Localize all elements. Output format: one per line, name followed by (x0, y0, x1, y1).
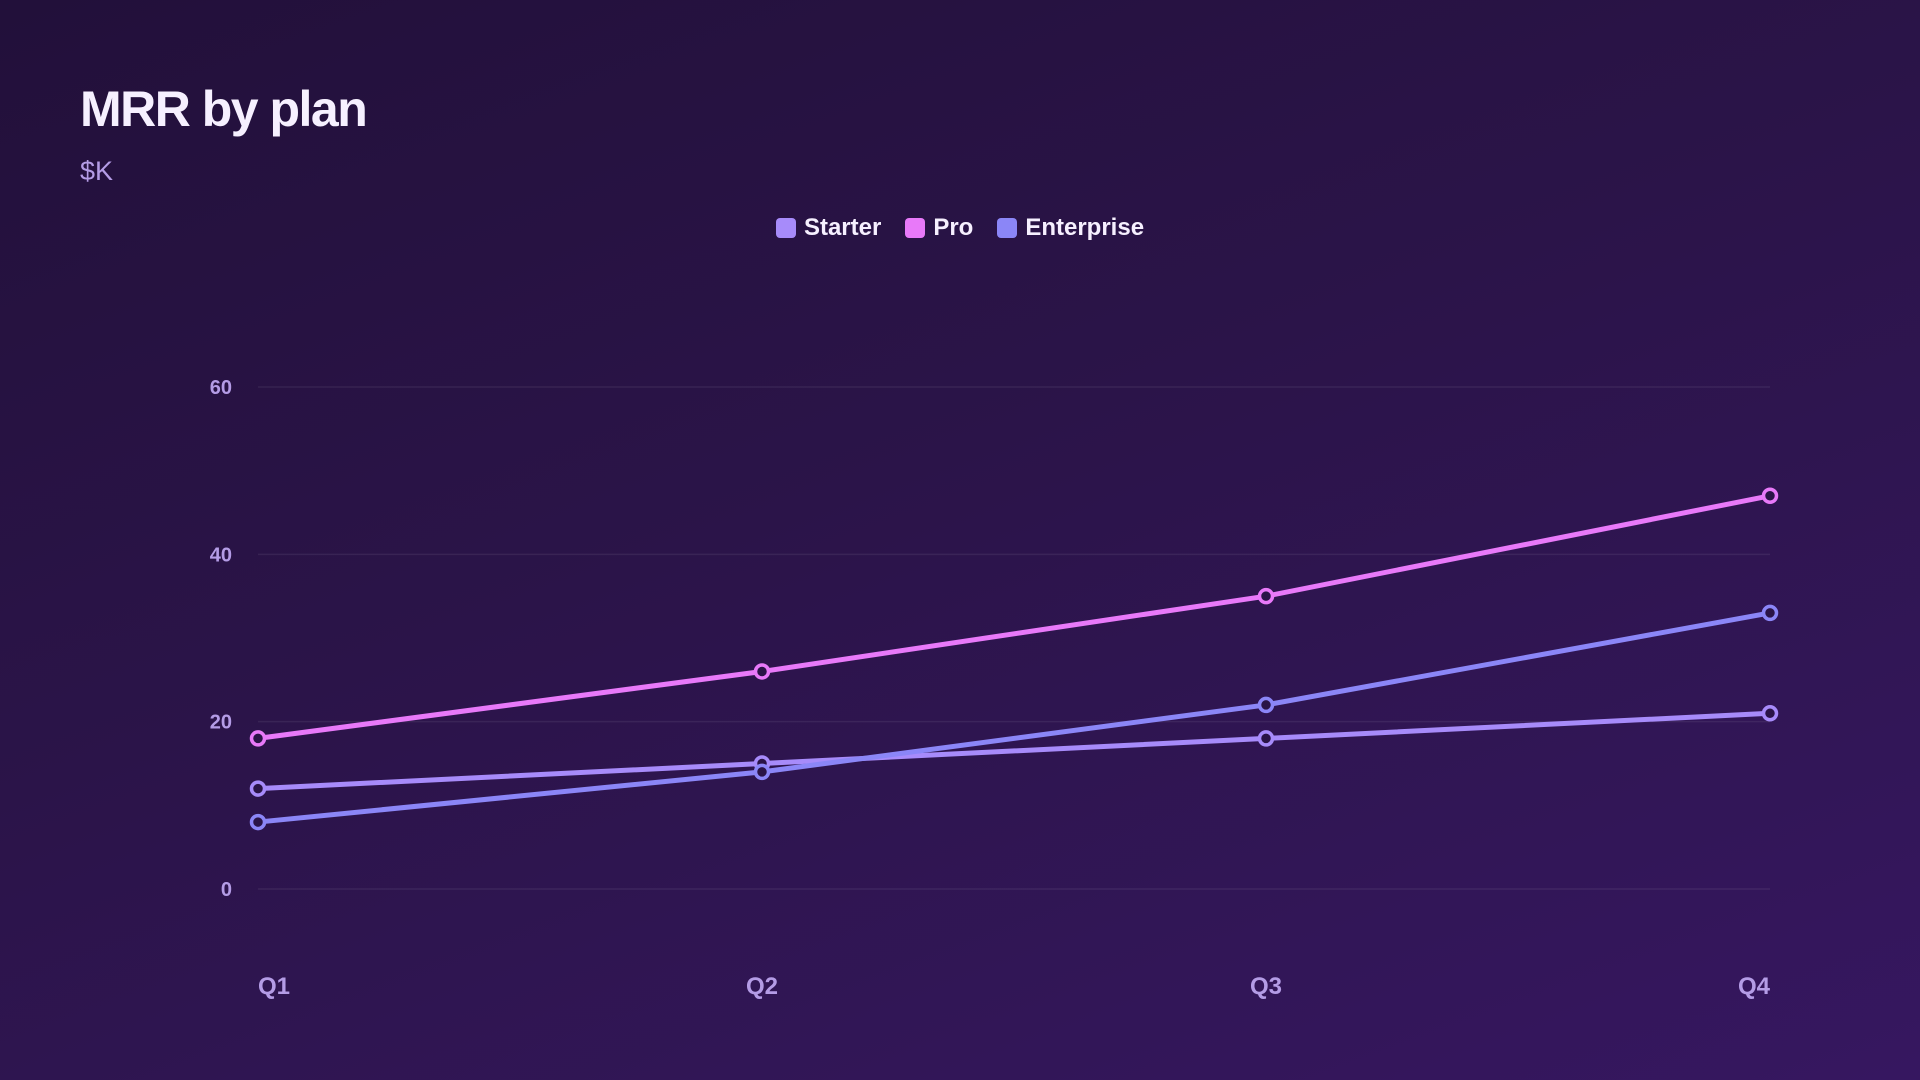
data-point-enterprise-q2 (753, 763, 771, 781)
data-point-starter-q4 (1761, 705, 1779, 722)
series-line-enterprise (255, 610, 1773, 825)
series-line-pro (255, 493, 1773, 741)
series-line-starter (255, 710, 1773, 792)
x-tick-label-q3: Q3 (1250, 973, 1282, 1000)
x-tick-label-q2: Q2 (746, 973, 778, 1000)
data-point-pro-q3 (1257, 587, 1275, 605)
x-tick-label-q1: Q1 (258, 973, 290, 1000)
y-tick-label-40: 40 (210, 544, 232, 566)
legend-item-starter[interactable]: Starter (775, 214, 882, 242)
legend-swatch-pro (905, 218, 926, 238)
legend-label-enterprise: Enterprise (1025, 214, 1145, 241)
data-point-starter-q1 (249, 780, 267, 797)
data-point-pro-q1 (249, 730, 267, 747)
y-tick-label-20: 20 (210, 712, 232, 734)
legend-item-enterprise[interactable]: Enterprise (997, 214, 1144, 242)
legend-label-starter: Starter (803, 214, 882, 241)
x-tick-label-q4: Q4 (1738, 973, 1771, 1000)
data-point-enterprise-q1 (249, 813, 267, 831)
chart-subtitle: $K (80, 156, 114, 186)
legend-swatch-starter (775, 218, 796, 238)
data-point-pro-q4 (1761, 487, 1779, 505)
legend-label-pro: Pro (933, 214, 974, 241)
legend-item-pro[interactable]: Pro (905, 214, 973, 242)
data-point-pro-q2 (753, 663, 771, 680)
y-tick-label-0: 0 (221, 879, 232, 901)
data-point-enterprise-q4 (1761, 604, 1779, 622)
chart-title: MRR by plan (80, 81, 368, 137)
legend-swatch-enterprise (997, 218, 1018, 238)
data-point-enterprise-q3 (1257, 696, 1275, 714)
chart-legend: Starter Pro Enterprise (0, 214, 1920, 242)
y-tick-label-60: 60 (210, 377, 232, 399)
data-point-starter-q3 (1257, 730, 1275, 747)
